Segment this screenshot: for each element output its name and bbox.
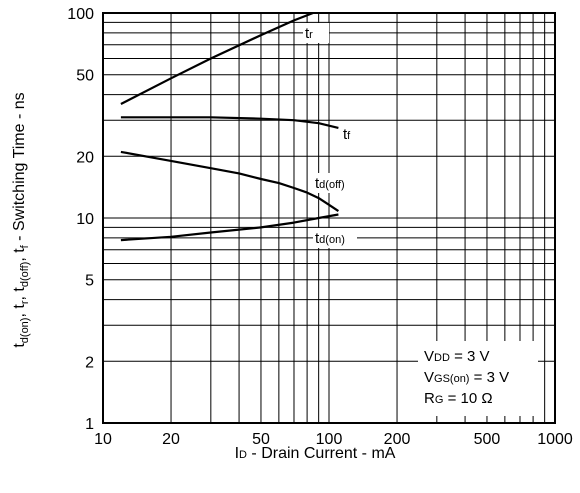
x-tick-label: 200	[384, 431, 411, 448]
y-tick-label: 50	[76, 68, 94, 85]
y-tick-label: 2	[85, 354, 94, 371]
series-label-tr: tr	[305, 25, 313, 42]
x-tick-label: 10	[94, 431, 112, 448]
series-tf-line	[120, 116, 339, 129]
x-tick-label: 1000	[537, 431, 573, 448]
y-tick-label: 100	[67, 6, 94, 23]
y-tick-label: 10	[76, 211, 94, 228]
x-tick-label: 20	[162, 431, 180, 448]
conditions-annotation: VDD = 3 V VGS(on) = 3 V RG = 10 Ω	[418, 341, 538, 416]
tick-labels: 1 2 5 10 20 50 100 10 20 50 100 200 500 1000	[67, 6, 573, 448]
curves	[120, 11, 340, 242]
annotation-line: VGS(on) = 3 V	[424, 369, 509, 386]
series-tdoff-line	[120, 150, 340, 213]
series-labels: tr tf td(off) td(on)	[303, 23, 360, 248]
y-tick-label: 5	[85, 273, 94, 290]
series-label-tf: tf	[343, 126, 351, 143]
x-tick-label: 100	[316, 431, 343, 448]
annotation-bg	[418, 341, 538, 416]
series-label-bg	[313, 228, 357, 248]
annotation-line: VDD = 3 V	[424, 348, 490, 365]
x-tick-label: 500	[474, 431, 501, 448]
y-tick-label: 1	[85, 416, 94, 433]
series-tr-line	[120, 11, 314, 105]
series-label-bg	[313, 173, 359, 193]
y-tick-label: 20	[76, 149, 94, 166]
annotation-line: RG = 10 Ω	[424, 390, 493, 407]
plot-frame	[102, 12, 556, 424]
series-label-bg	[341, 124, 360, 144]
series-label-bg	[303, 23, 329, 43]
series-label-tdoff: td(off)	[315, 175, 345, 192]
x-tick-label: 50	[252, 431, 270, 448]
y-axis-label: td(on), tr, td(off), tf - Switching Time…	[10, 92, 32, 348]
x-axis-label: ID - Drain Current - mA	[235, 445, 396, 462]
series-label-tdon: td(on)	[315, 230, 345, 247]
series-tdon-line	[120, 213, 339, 242]
